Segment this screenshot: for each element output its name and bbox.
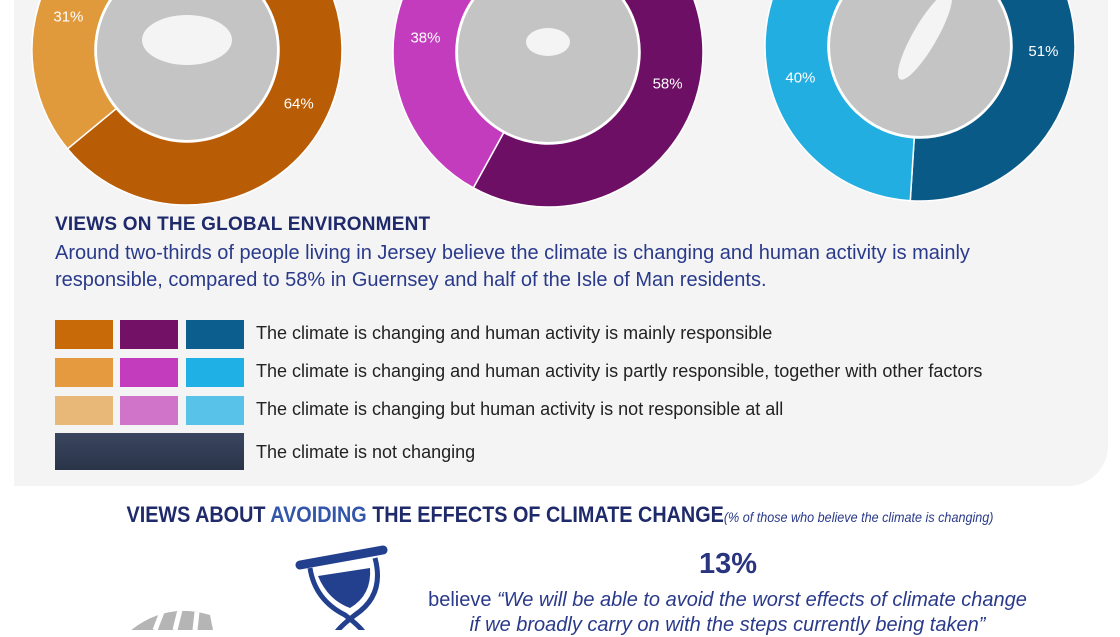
- island-map-icon: [526, 28, 570, 56]
- donut-guernsey: 58% 38%: [392, 0, 704, 208]
- quote-line-1: believe “We will be able to avoid the wo…: [428, 589, 1027, 611]
- donut-jersey: 64% 31%: [31, 0, 343, 206]
- section2-subtitle: (% of those who believe the climate is c…: [723, 509, 994, 525]
- data-label: 31%: [53, 9, 83, 26]
- legend-label: The climate is changing and human activi…: [256, 323, 773, 343]
- legend-swatch: [186, 396, 244, 425]
- section-title: VIEWS ON THE GLOBAL ENVIRONMENT: [55, 214, 431, 235]
- island-map-circle: [95, 0, 279, 142]
- island-map-circle: [456, 0, 640, 144]
- island-map-circle: [828, 0, 1012, 138]
- legend-swatch: [55, 396, 113, 425]
- globe-icon: [131, 609, 213, 630]
- quote-line-2: if we broadly carry on with the steps cu…: [469, 614, 986, 636]
- donut-charts: 64% 31% 58% 38% 51% 40%: [31, 0, 1076, 208]
- legend-swatch: [120, 358, 178, 387]
- data-label: 64%: [284, 96, 314, 113]
- hourglass-icon: [295, 545, 388, 630]
- legend-swatch: [55, 358, 113, 387]
- legend-swatch: [120, 396, 178, 425]
- legend-swatch: [55, 433, 244, 470]
- legend-swatch: [186, 358, 244, 387]
- section-description: Around two-thirds of people living in Je…: [55, 242, 970, 291]
- legend-swatch: [186, 320, 244, 349]
- island-map-icon: [142, 15, 232, 65]
- donut-isle-of-man: 51% 40%: [764, 0, 1076, 202]
- island-map-icon: [897, 0, 953, 80]
- segment-mainly: [66, 0, 343, 206]
- data-label: 51%: [1028, 43, 1058, 60]
- legend-swatch: [55, 320, 113, 349]
- data-label: 58%: [653, 76, 683, 93]
- data-label: 38%: [410, 30, 440, 47]
- globe-hourglass-illustration: [131, 545, 388, 630]
- legend-label: The climate is not changing: [256, 442, 476, 462]
- section2-title: VIEWS ABOUT AVOIDING THE EFFECTS OF CLIM…: [126, 502, 994, 527]
- legend-label: The climate is changing but human activi…: [256, 399, 784, 419]
- legend-swatch: [120, 320, 178, 349]
- legend-label: The climate is changing and human activi…: [256, 361, 983, 381]
- stat-percentage: 13%: [698, 548, 758, 580]
- data-label: 40%: [785, 70, 815, 87]
